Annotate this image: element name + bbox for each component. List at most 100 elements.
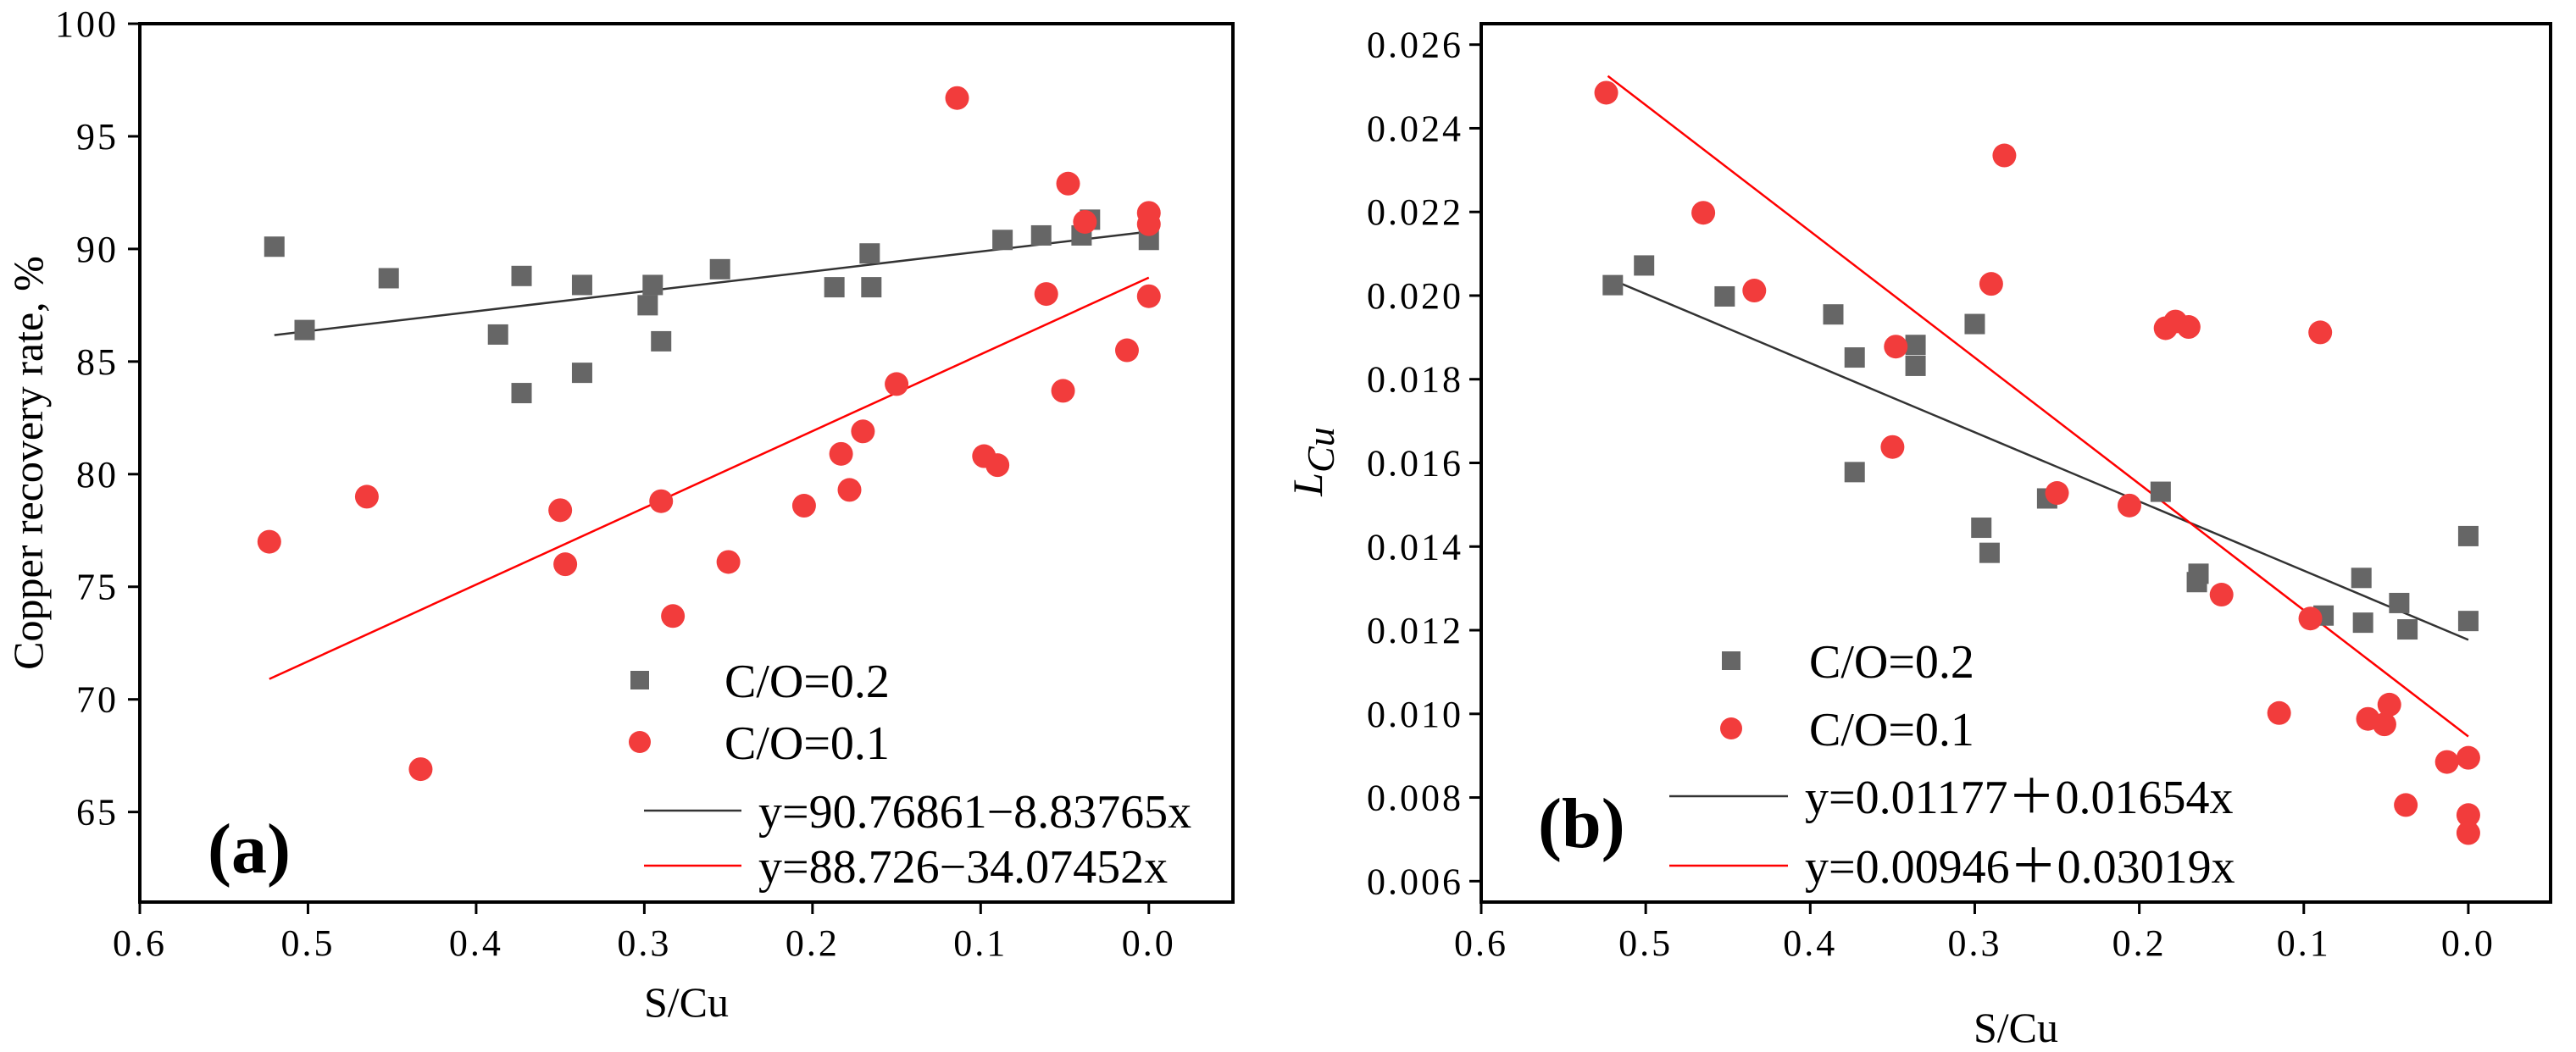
data-point-c-o-0-1 [1884, 335, 1908, 359]
fit-line-2 [269, 276, 1150, 680]
data-point-c-o-0-2 [264, 236, 285, 257]
x-tick-label: 0.3 [1947, 922, 2001, 964]
data-point-c-o-0-2 [1971, 518, 1992, 539]
legend-fit-label: y=0.01177＋0.01654x [1805, 772, 2234, 824]
data-point-c-o-0-2 [651, 330, 672, 352]
data-point-c-o-0-1 [2298, 606, 2323, 631]
x-tick-label: 0.1 [2277, 922, 2331, 964]
data-point-c-o-0-1 [649, 489, 674, 513]
data-point-c-o-0-1 [1992, 143, 2017, 168]
y-tick-label: 0.014 [1367, 526, 1463, 568]
legend-fit-label: y=88.726−34.07452x [758, 841, 1168, 894]
y-tick-label: 0.016 [1367, 443, 1463, 484]
data-point-c-o-0-2 [2457, 611, 2479, 632]
fit-line-1 [1612, 279, 2469, 641]
data-point-c-o-0-1 [2372, 712, 2396, 737]
data-point-c-o-0-1 [2209, 583, 2234, 607]
data-point-c-o-0-2 [642, 274, 663, 296]
data-point-c-o-0-1 [2456, 803, 2480, 828]
data-point-c-o-0-1 [791, 494, 816, 518]
data-point-c-o-0-1 [2456, 821, 2480, 845]
panel-label: (a) [208, 810, 291, 889]
data-point-c-o-0-1 [354, 484, 379, 509]
y-tick-label: 95 [76, 116, 119, 158]
data-point-c-o-0-1 [1051, 379, 1075, 403]
y-tick-label: 0.008 [1367, 778, 1463, 819]
y-tick-label: 0.022 [1367, 191, 1463, 233]
data-point-c-o-0-2 [2351, 568, 2372, 589]
data-point-c-o-0-1 [2377, 692, 2401, 717]
data-point-c-o-0-2 [2352, 612, 2373, 634]
data-point-c-o-0-1 [661, 604, 686, 628]
y-tick-label: 70 [76, 679, 119, 721]
data-point-c-o-0-2 [1979, 542, 2000, 563]
data-point-c-o-0-2 [2150, 481, 2171, 502]
y-axis-title: Copper recovery rate, % [4, 256, 52, 670]
data-point-c-o-0-2 [1634, 255, 1655, 276]
data-point-c-o-0-1 [1742, 279, 1767, 303]
data-point-c-o-0-1 [829, 441, 853, 466]
x-axis-title: S/Cu [1974, 1004, 2058, 1051]
y-tick-label: 0.020 [1367, 275, 1463, 317]
data-point-c-o-0-1 [548, 498, 573, 523]
data-point-c-o-0-2 [1905, 355, 1926, 376]
x-tick-label: 0.5 [1618, 922, 1673, 964]
legend-label: C/O=0.1 [1809, 704, 1974, 756]
fit-line-1 [274, 230, 1149, 336]
data-point-c-o-0-1 [2456, 745, 2480, 770]
legend-fit-label: y=90.76861−8.83765x [758, 786, 1191, 839]
fit-line-2 [1607, 75, 2469, 738]
data-point-c-o-0-2 [709, 258, 730, 280]
y-tick-label: 100 [55, 3, 119, 45]
data-point-c-o-0-2 [2188, 563, 2209, 584]
y-tick-label: 0.006 [1367, 861, 1463, 902]
data-point-c-o-0-2 [1823, 304, 1844, 325]
panel-label: (b) [1538, 784, 1625, 863]
data-point-c-o-0-1 [1880, 435, 1905, 459]
x-tick-label: 0.2 [786, 922, 840, 964]
data-point-c-o-0-1 [1056, 171, 1080, 196]
y-tick-label: 65 [76, 792, 119, 833]
y-axis-title: LCu [1284, 427, 1342, 497]
y-tick-label: 90 [76, 229, 119, 270]
data-point-c-o-0-1 [985, 453, 1010, 478]
legend-marker-square [1722, 651, 1740, 670]
data-point-c-o-0-1 [885, 372, 909, 396]
legend-label: C/O=0.2 [724, 656, 890, 708]
data-point-c-o-0-1 [716, 550, 741, 574]
data-point-c-o-0-2 [1714, 285, 1735, 307]
plot-frame [138, 22, 1235, 904]
data-point-c-o-0-2 [1602, 274, 1624, 296]
data-point-c-o-0-2 [2457, 525, 2479, 546]
data-point-c-o-0-2 [571, 363, 592, 384]
data-point-c-o-0-2 [824, 277, 845, 298]
data-point-c-o-0-2 [511, 383, 532, 404]
x-tick-label: 0.4 [1783, 922, 1837, 964]
y-tick-label: 0.012 [1367, 610, 1463, 651]
x-tick-label: 0.1 [953, 922, 1008, 964]
data-point-c-o-0-1 [1034, 282, 1058, 307]
x-tick-label: 0.5 [280, 922, 335, 964]
data-point-c-o-0-1 [1136, 284, 1161, 308]
data-point-c-o-0-1 [2394, 793, 2418, 817]
data-point-c-o-0-2 [2389, 592, 2410, 613]
x-tick-label: 0.3 [617, 922, 671, 964]
data-point-c-o-0-1 [2117, 493, 2141, 518]
data-point-c-o-0-2 [571, 274, 592, 296]
data-point-c-o-0-2 [861, 277, 882, 298]
y-tick-label: 85 [76, 341, 119, 383]
data-point-c-o-0-2 [859, 243, 880, 264]
y-tick-label: 0.018 [1367, 359, 1463, 401]
data-point-c-o-0-1 [408, 757, 433, 782]
y-tick-label: 0.024 [1367, 108, 1463, 149]
x-tick-label: 0.0 [1122, 922, 1176, 964]
data-point-c-o-0-2 [1905, 335, 1926, 356]
legend-marker-circle [1720, 717, 1742, 739]
y-tick-label: 80 [76, 454, 119, 496]
data-point-c-o-0-1 [851, 419, 875, 444]
legend-label: C/O=0.1 [724, 717, 890, 770]
data-point-c-o-0-1 [2267, 700, 2291, 725]
y-axis-title-main: L [1284, 473, 1331, 497]
panel-a: 0.6 0.5 0.4 0.3 0.2 0.1 0.0 65 70 75 80 85 90 95 100 S/… [4, 3, 1235, 1026]
